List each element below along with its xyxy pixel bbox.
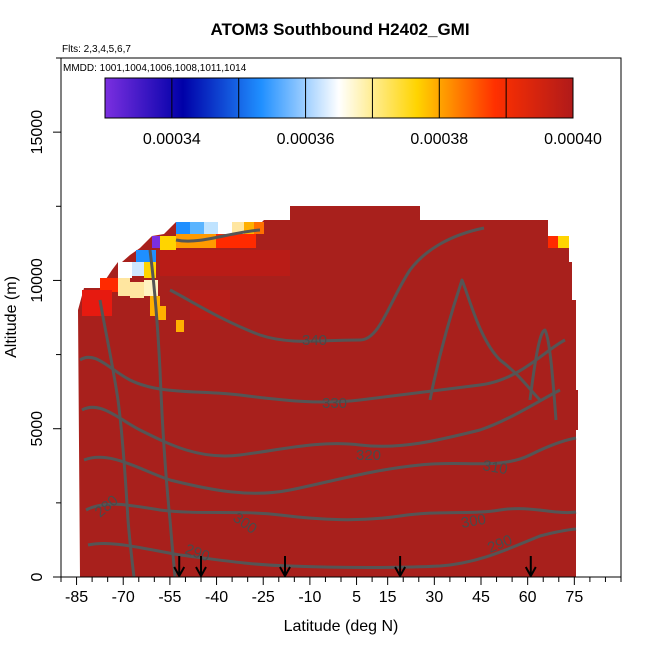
- colorbar-tick-label: 0.00040: [544, 131, 602, 148]
- contour-line-340: [169, 226, 485, 343]
- x-tick-label: -55: [158, 589, 181, 606]
- x-axis: -85 -70 -55 -40 -25 -10 5 15 30 45 60 75: [60, 577, 622, 606]
- x-tick-label: -10: [298, 589, 321, 606]
- x-tick-label: -85: [65, 589, 88, 606]
- contour-label-320: 320: [356, 447, 381, 464]
- chart-title: ATOM3 Southbound H2402_GMI: [210, 20, 469, 39]
- colorbar-tick-label: 0.00034: [143, 131, 201, 148]
- contour-line-340b: [175, 228, 261, 243]
- x-tick-label: 75: [565, 589, 583, 606]
- x-tick-label: -40: [205, 589, 228, 606]
- flight-markers: [173, 556, 537, 577]
- colorbar-tick-label: 0.00036: [277, 131, 335, 148]
- contour-line-300: [85, 502, 577, 522]
- y-tick-label: 5000: [29, 411, 46, 447]
- flight-marker-arrow: [173, 556, 186, 577]
- contour-line-330: [79, 338, 566, 404]
- contour-line-right-spike: [528, 328, 558, 421]
- x-tick-label: 5: [352, 589, 361, 606]
- contour-label-310: 310: [481, 457, 509, 478]
- flight-marker-arrow: [195, 556, 207, 577]
- y-tick-label: 15000: [29, 110, 46, 155]
- y-tick-label: 0: [29, 572, 46, 581]
- colorbar-tick-labels: 0.00034 0.00036 0.00038 0.00040: [143, 131, 602, 148]
- x-tick-label: 60: [519, 589, 537, 606]
- contour-line-tropo-mid: [148, 249, 177, 577]
- contour-label-300-right: 300: [460, 511, 488, 532]
- y-axis-label: Altitude (m): [3, 276, 20, 358]
- flight-marker-arrow: [279, 556, 291, 577]
- x-tick-label: 45: [472, 589, 490, 606]
- y-axis: 0 5000 10000 15000: [29, 57, 61, 581]
- plot-area: 340 330 320 310 300 300 290 290 280: [78, 206, 578, 577]
- contour-line-tropo-left: [98, 299, 136, 577]
- contour-line-320: [81, 388, 561, 458]
- x-tick-label: 15: [379, 589, 397, 606]
- x-axis-label: Latitude (deg N): [284, 618, 399, 635]
- dates-note: MMDD: 1001,1004,1006,1008,1011,1014: [63, 63, 247, 74]
- x-tick-label: 30: [425, 589, 443, 606]
- y-tick-label: 10000: [29, 258, 46, 303]
- flight-marker-arrow: [394, 556, 406, 577]
- x-tick-label: -25: [252, 589, 275, 606]
- contour-label-340: 340: [302, 332, 327, 349]
- flight-marker-arrow: [524, 556, 537, 577]
- contour-label-330: 330: [322, 395, 347, 412]
- flights-note: Flts: 2,3,4,5,6,7: [62, 44, 131, 55]
- colorbar: 0.00034 0.00036 0.00038 0.00040: [104, 77, 602, 148]
- colorbar-tick-label: 0.00038: [410, 131, 468, 148]
- contour-line-right-peak: [428, 278, 542, 402]
- contour-lines: [79, 226, 577, 577]
- x-tick-label: -70: [112, 589, 135, 606]
- colorbar-fill: [105, 78, 573, 118]
- colorbar-dividers: [104, 78, 574, 118]
